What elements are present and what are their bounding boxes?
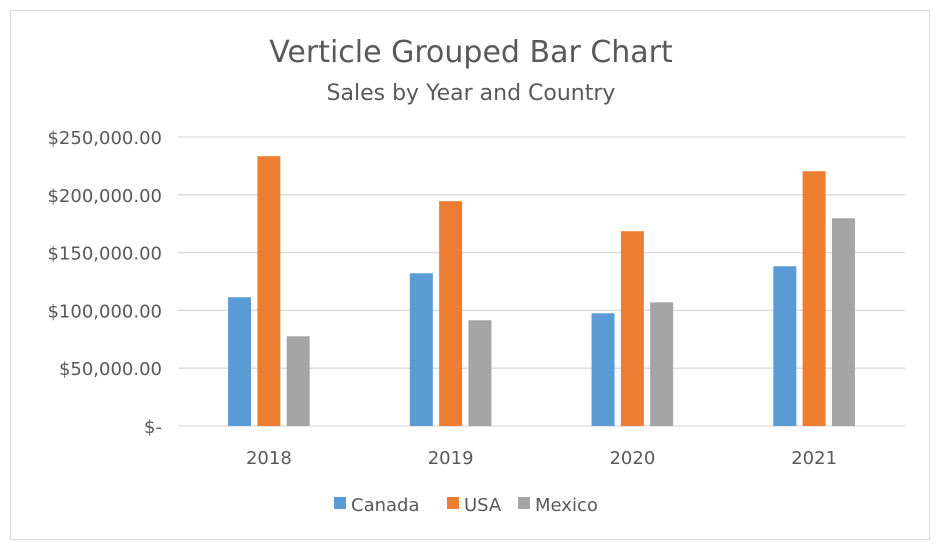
legend-label-mexico: Mexico: [535, 495, 598, 516]
y-tick-label: $50,000.00: [59, 359, 162, 380]
bar-usa-2021: [802, 171, 826, 426]
bar-canada-2019: [409, 273, 433, 426]
x-tick-label: 2019: [428, 448, 474, 469]
y-tick-label: $200,000.00: [47, 186, 162, 207]
bar-mexico-2020: [650, 302, 674, 426]
bar-canada-2020: [591, 313, 615, 426]
x-tick-label: 2018: [246, 448, 292, 469]
x-tick-label: 2020: [609, 448, 655, 469]
y-tick-label: $-: [144, 417, 162, 438]
bar-usa-2020: [620, 231, 644, 426]
legend-label-usa: USA: [464, 495, 502, 516]
bar-usa-2019: [439, 201, 463, 426]
y-tick-label: $250,000.00: [47, 128, 162, 149]
x-tick-label: 2021: [791, 448, 837, 469]
legend-swatch-canada: [334, 497, 346, 509]
y-tick-label: $150,000.00: [47, 244, 162, 265]
bar-canada-2018: [228, 297, 252, 426]
bar-usa-2018: [257, 156, 281, 426]
chart-subtitle: Sales by Year and Country: [327, 81, 616, 106]
bar-mexico-2021: [831, 218, 855, 426]
chart-area: [10, 10, 930, 540]
bar-canada-2021: [773, 266, 797, 426]
y-tick-label: $100,000.00: [47, 301, 162, 322]
legend-swatch-usa: [447, 497, 459, 509]
legend-swatch-mexico: [518, 497, 530, 509]
legend-label-canada: Canada: [351, 495, 420, 516]
bar-mexico-2018: [286, 336, 310, 426]
chart-title: Verticle Grouped Bar Chart: [269, 35, 673, 70]
bar-mexico-2019: [468, 320, 492, 426]
